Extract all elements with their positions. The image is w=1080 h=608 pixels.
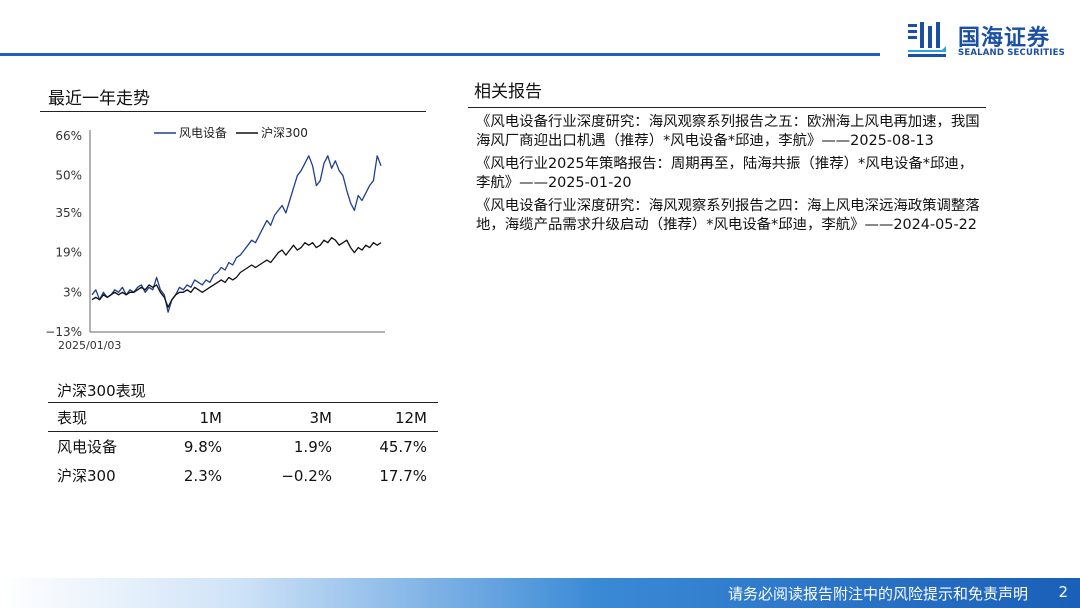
table-cell: 风电设备 bbox=[57, 438, 118, 456]
y-tick-label: 3% bbox=[63, 285, 82, 299]
table-cell: 1.9% bbox=[293, 437, 332, 456]
y-tick-label: 66% bbox=[55, 129, 82, 143]
trend-title-rule bbox=[40, 111, 426, 112]
table-header-cell: 3M bbox=[309, 408, 333, 427]
related-reports-list: 《风电设备行业深度研究：海风观察系列报告之五：欧洲海上风电再加速，我国海风厂商迎… bbox=[476, 113, 986, 239]
report-item[interactable]: 《风电行业2025年策略报告：周期再至，陆海共振（推荐）*风电设备*邱迪，李航》… bbox=[476, 156, 974, 191]
report-item[interactable]: 《风电设备行业深度研究：海风观察系列报告之五：欧洲海上风电再加速，我国海风厂商迎… bbox=[476, 114, 980, 149]
trend-chart-svg: 66% 50% 35% 19% 3% −13%2025/01/03 风电设备 沪深300 bbox=[45, 126, 385, 352]
logo-text-en: SEALAND SECURITIES bbox=[958, 48, 1065, 58]
table-cell: 45.7% bbox=[379, 437, 427, 456]
header-rule bbox=[0, 53, 880, 56]
report-item[interactable]: 《风电设备行业深度研究：海风观察系列报告之四：海上风电深远海政策调整落地，海缆产… bbox=[476, 198, 980, 233]
company-logo: 国海证券 SEALAND SECURITIES bbox=[906, 18, 1066, 62]
footer-bar: 请务必阅读报告附注中的风险提示和免责声明 2 bbox=[0, 578, 1080, 608]
trend-title: 最近一年走势 bbox=[48, 89, 150, 109]
perf-title: 沪深300表现 bbox=[57, 382, 146, 400]
table-cell: 沪深300 bbox=[57, 467, 116, 485]
y-tick-label: 50% bbox=[55, 169, 82, 183]
reports-title: 相关报告 bbox=[474, 82, 542, 102]
trend-chart: 66% 50% 35% 19% 3% −13% 2025/01/03 风电设备 沪深300 bbox=[40, 118, 400, 358]
table-cell: 9.8% bbox=[183, 437, 222, 456]
legend-label: 沪深300 bbox=[261, 126, 308, 140]
table-cell: 2.3% bbox=[183, 466, 222, 485]
page-number: 2 bbox=[1058, 583, 1068, 601]
x-tick-label: 2025/01/03 bbox=[58, 339, 121, 352]
table-row: 沪深300 2.3% −0.2% 17.7% bbox=[57, 461, 427, 490]
table-header-row: 表现 1M 3M 12M bbox=[57, 403, 427, 432]
legend-label: 风电设备 bbox=[179, 126, 227, 140]
table-header-cell: 表现 bbox=[57, 409, 88, 427]
logo-text-cn: 国海证券 bbox=[958, 26, 1051, 51]
table-row: 风电设备 9.8% 1.9% 45.7% bbox=[57, 432, 427, 461]
y-tick-label: 35% bbox=[55, 206, 82, 220]
sealand-logo-icon bbox=[908, 22, 946, 57]
series-line-index bbox=[91, 237, 382, 308]
y-tick-label: −13% bbox=[45, 325, 82, 339]
perf-header-rule bbox=[48, 431, 438, 432]
performance-table: 表现 1M 3M 12M 风电设备 9.8% 1.9% 45.7% 沪深300 … bbox=[57, 403, 427, 490]
table-header-cell: 1M bbox=[199, 408, 223, 427]
reports-title-rule bbox=[468, 107, 986, 108]
series-line-industry bbox=[91, 155, 382, 313]
table-header-cell: 12M bbox=[394, 408, 427, 427]
y-tick-label: 19% bbox=[55, 246, 82, 260]
footer-disclaimer: 请务必阅读报告附注中的风险提示和免责声明 bbox=[727, 585, 1028, 603]
table-cell: 17.7% bbox=[379, 466, 427, 485]
perf-title-rule bbox=[48, 402, 438, 403]
table-cell: −0.2% bbox=[281, 466, 332, 485]
